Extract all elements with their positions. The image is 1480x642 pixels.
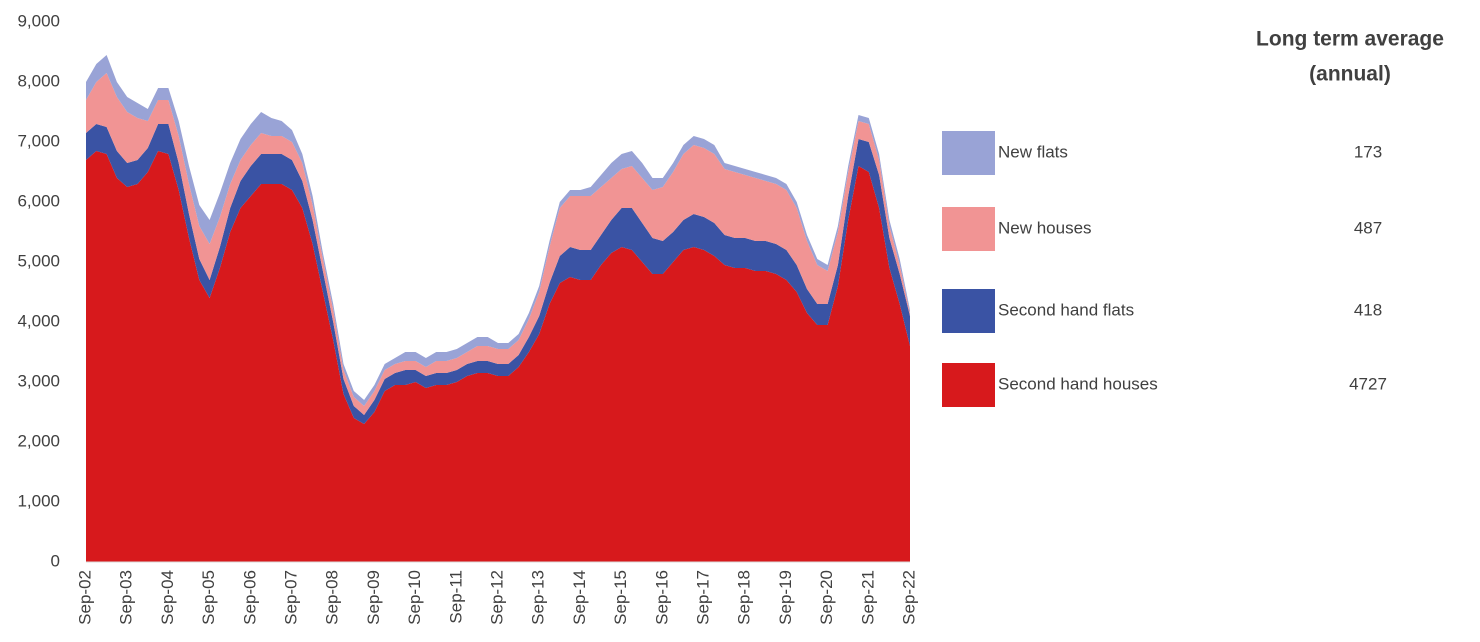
- x-tick-label: Sep-16: [652, 570, 671, 625]
- legend-label: Second hand flats: [998, 300, 1134, 319]
- x-tick-label: Sep-06: [240, 570, 259, 625]
- y-tick-label: 7,000: [17, 131, 60, 150]
- legend-average: 173: [1354, 142, 1382, 161]
- y-tick-label: 0: [51, 551, 60, 570]
- y-tick-label: 9,000: [17, 11, 60, 30]
- x-tick-label: Sep-11: [446, 570, 465, 624]
- x-tick-label: Sep-15: [611, 570, 630, 625]
- y-tick-label: 2,000: [17, 431, 60, 450]
- x-tick-label: Sep-21: [858, 570, 877, 625]
- x-tick-label: Sep-10: [405, 570, 424, 625]
- x-tick-label: Sep-22: [899, 570, 918, 625]
- x-tick-label: Sep-05: [199, 570, 218, 625]
- x-tick-label: Sep-19: [776, 570, 795, 625]
- legend-swatch: [942, 207, 995, 251]
- legend-label: New flats: [998, 142, 1068, 161]
- x-tick-label: Sep-02: [75, 570, 94, 625]
- area: [86, 73, 910, 415]
- area: [86, 151, 910, 562]
- y-tick-label: 5,000: [17, 251, 60, 270]
- y-tick-label: 3,000: [17, 371, 60, 390]
- x-tick-label: Sep-18: [735, 570, 754, 625]
- y-tick-label: 8,000: [17, 71, 60, 90]
- legend-swatch: [942, 289, 995, 333]
- legend-average: 487: [1354, 218, 1382, 237]
- legend-average: 418: [1354, 300, 1382, 319]
- x-tick-label: Sep-08: [323, 570, 342, 625]
- legend-average: 4727: [1349, 374, 1387, 393]
- x-tick-label: Sep-09: [364, 570, 383, 625]
- x-tick-label: Sep-03: [117, 570, 136, 625]
- legend-title: Long term average: [1256, 28, 1444, 51]
- legend-swatch: [942, 363, 995, 407]
- legend-title: (annual): [1309, 63, 1391, 86]
- legend-label: Second hand houses: [998, 374, 1158, 393]
- x-tick-label: Sep-07: [281, 570, 300, 625]
- x-tick-label: Sep-20: [817, 570, 836, 625]
- x-tick-label: Sep-17: [693, 570, 712, 625]
- area: [86, 55, 910, 406]
- legend-label: New houses: [998, 218, 1092, 237]
- y-tick-label: 1,000: [17, 491, 60, 510]
- x-tick-label: Sep-13: [529, 570, 548, 625]
- legend-swatch: [942, 131, 995, 175]
- y-tick-label: 4,000: [17, 311, 60, 330]
- y-tick-label: 6,000: [17, 191, 60, 210]
- x-tick-label: Sep-04: [158, 570, 177, 625]
- x-tick-label: Sep-12: [487, 570, 506, 625]
- x-tick-label: Sep-14: [570, 570, 589, 625]
